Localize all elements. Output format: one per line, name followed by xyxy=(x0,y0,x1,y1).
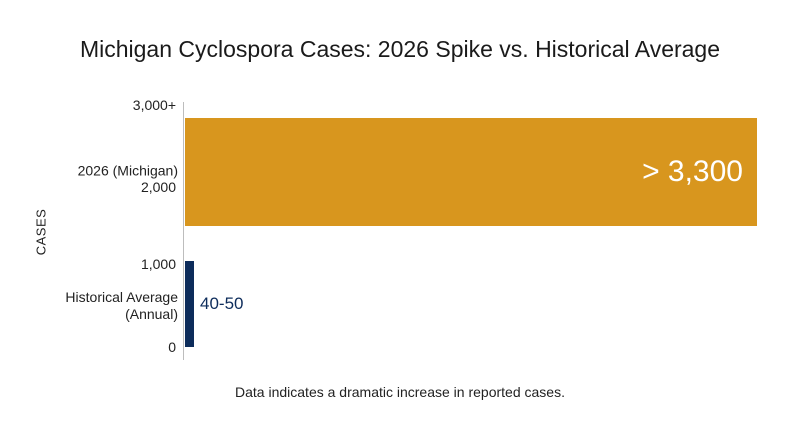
bar-value-label: > 3,300 xyxy=(642,155,743,188)
y-tick-label: 2,000 xyxy=(140,179,176,195)
bar-value-label: 40-50 xyxy=(200,294,244,313)
y-axis-label: CASES xyxy=(33,208,49,256)
bar-historical-average xyxy=(185,261,194,347)
category-label: Historical Average (Annual) xyxy=(65,289,178,322)
y-tick-label: 0 xyxy=(168,339,176,355)
y-tick-label: 1,000 xyxy=(140,256,176,272)
y-tick-label: 3,000+ xyxy=(132,97,176,113)
chart-title: Michigan Cyclospora Cases: 2026 Spike vs… xyxy=(79,36,721,62)
bar-2026-michigan xyxy=(185,118,757,226)
y-axis-line xyxy=(183,102,184,360)
chart-caption: Data indicates a dramatic increase in re… xyxy=(235,384,565,400)
category-label: 2026 (Michigan) xyxy=(77,162,178,179)
